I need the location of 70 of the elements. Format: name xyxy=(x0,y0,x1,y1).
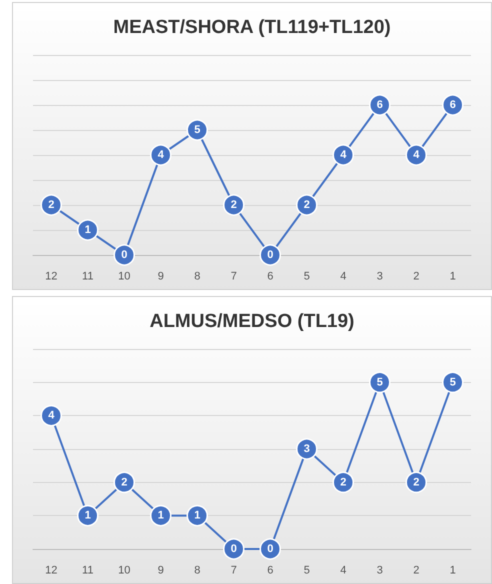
x-tick-label: 11 xyxy=(82,270,94,282)
point xyxy=(260,244,281,266)
data-label: 6 xyxy=(376,99,383,111)
data-label: 3 xyxy=(304,443,310,455)
chart-title: MEAST/SHORA (TL119+TL120) xyxy=(113,17,391,38)
data-label: 4 xyxy=(48,410,56,422)
data-label: 2 xyxy=(304,199,310,211)
data-label: 0 xyxy=(121,249,128,261)
x-tick-label: 8 xyxy=(194,564,200,576)
data-label: 0 xyxy=(267,249,274,261)
data-label: 5 xyxy=(376,376,383,388)
data-label: 1 xyxy=(84,224,91,236)
x-tick-label: 7 xyxy=(230,564,237,576)
point xyxy=(114,244,135,266)
data-label: 6 xyxy=(450,99,456,111)
x-tick-label: 9 xyxy=(158,564,164,576)
point xyxy=(40,194,62,216)
x-tick-label: 11 xyxy=(82,564,94,576)
x-tick-label: 5 xyxy=(304,564,310,576)
data-label: 5 xyxy=(194,124,200,136)
point xyxy=(369,94,390,116)
data-label: 1 xyxy=(84,510,91,522)
point xyxy=(260,538,281,560)
x-tick-label: 1 xyxy=(450,270,456,282)
point xyxy=(77,504,98,526)
point xyxy=(369,372,390,394)
x-tick-label: 8 xyxy=(194,270,200,282)
point xyxy=(406,472,427,494)
x-tick-label: 6 xyxy=(267,270,274,282)
data-label: 4 xyxy=(413,149,420,161)
x-tick-label: 6 xyxy=(267,564,274,576)
point xyxy=(296,194,318,216)
x-tick-label: 4 xyxy=(340,270,346,282)
point xyxy=(442,94,464,116)
x-tick-label: 2 xyxy=(413,564,420,576)
x-tick-label: 10 xyxy=(118,270,130,282)
point xyxy=(296,438,318,460)
point xyxy=(223,194,244,216)
data-label: 2 xyxy=(340,476,346,488)
point xyxy=(150,504,172,526)
data-label: 0 xyxy=(230,543,237,555)
x-tick-label: 10 xyxy=(118,564,130,576)
data-label: 1 xyxy=(158,510,164,522)
x-tick-label: 2 xyxy=(413,270,420,282)
chart-title: ALMUS/MEDSO (TL19) xyxy=(150,311,354,332)
point xyxy=(223,538,244,560)
data-label: 4 xyxy=(158,149,165,161)
x-tick-label: 1 xyxy=(450,564,456,576)
data-label: 2 xyxy=(413,476,420,488)
point xyxy=(186,504,208,526)
point xyxy=(114,472,135,494)
data-label: 5 xyxy=(450,376,456,388)
x-tick-label: 12 xyxy=(45,270,58,282)
x-tick-label: 9 xyxy=(158,270,164,282)
data-label: 4 xyxy=(340,149,348,161)
x-tick-label: 4 xyxy=(340,564,346,576)
data-label: 1 xyxy=(194,510,200,522)
x-tick-label: 7 xyxy=(230,270,237,282)
x-tick-label: 12 xyxy=(45,564,58,576)
data-label: 0 xyxy=(267,543,274,555)
point xyxy=(332,472,354,494)
point xyxy=(77,219,98,241)
data-label: 2 xyxy=(121,476,128,488)
x-tick-label: 3 xyxy=(376,564,383,576)
x-tick-label: 3 xyxy=(376,270,383,282)
data-label: 2 xyxy=(230,199,237,211)
point xyxy=(442,372,464,394)
x-tick-label: 5 xyxy=(304,270,310,282)
data-label: 2 xyxy=(48,199,54,211)
point xyxy=(186,119,208,141)
